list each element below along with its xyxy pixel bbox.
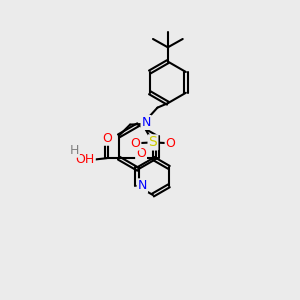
Text: O: O — [136, 147, 146, 160]
Text: O: O — [103, 132, 112, 145]
Text: H: H — [70, 144, 79, 157]
Text: N: N — [138, 179, 147, 192]
Text: OH: OH — [76, 153, 95, 166]
Text: O: O — [166, 136, 176, 149]
Text: O: O — [130, 136, 140, 149]
Text: S: S — [148, 135, 158, 149]
Text: N: N — [142, 116, 151, 129]
